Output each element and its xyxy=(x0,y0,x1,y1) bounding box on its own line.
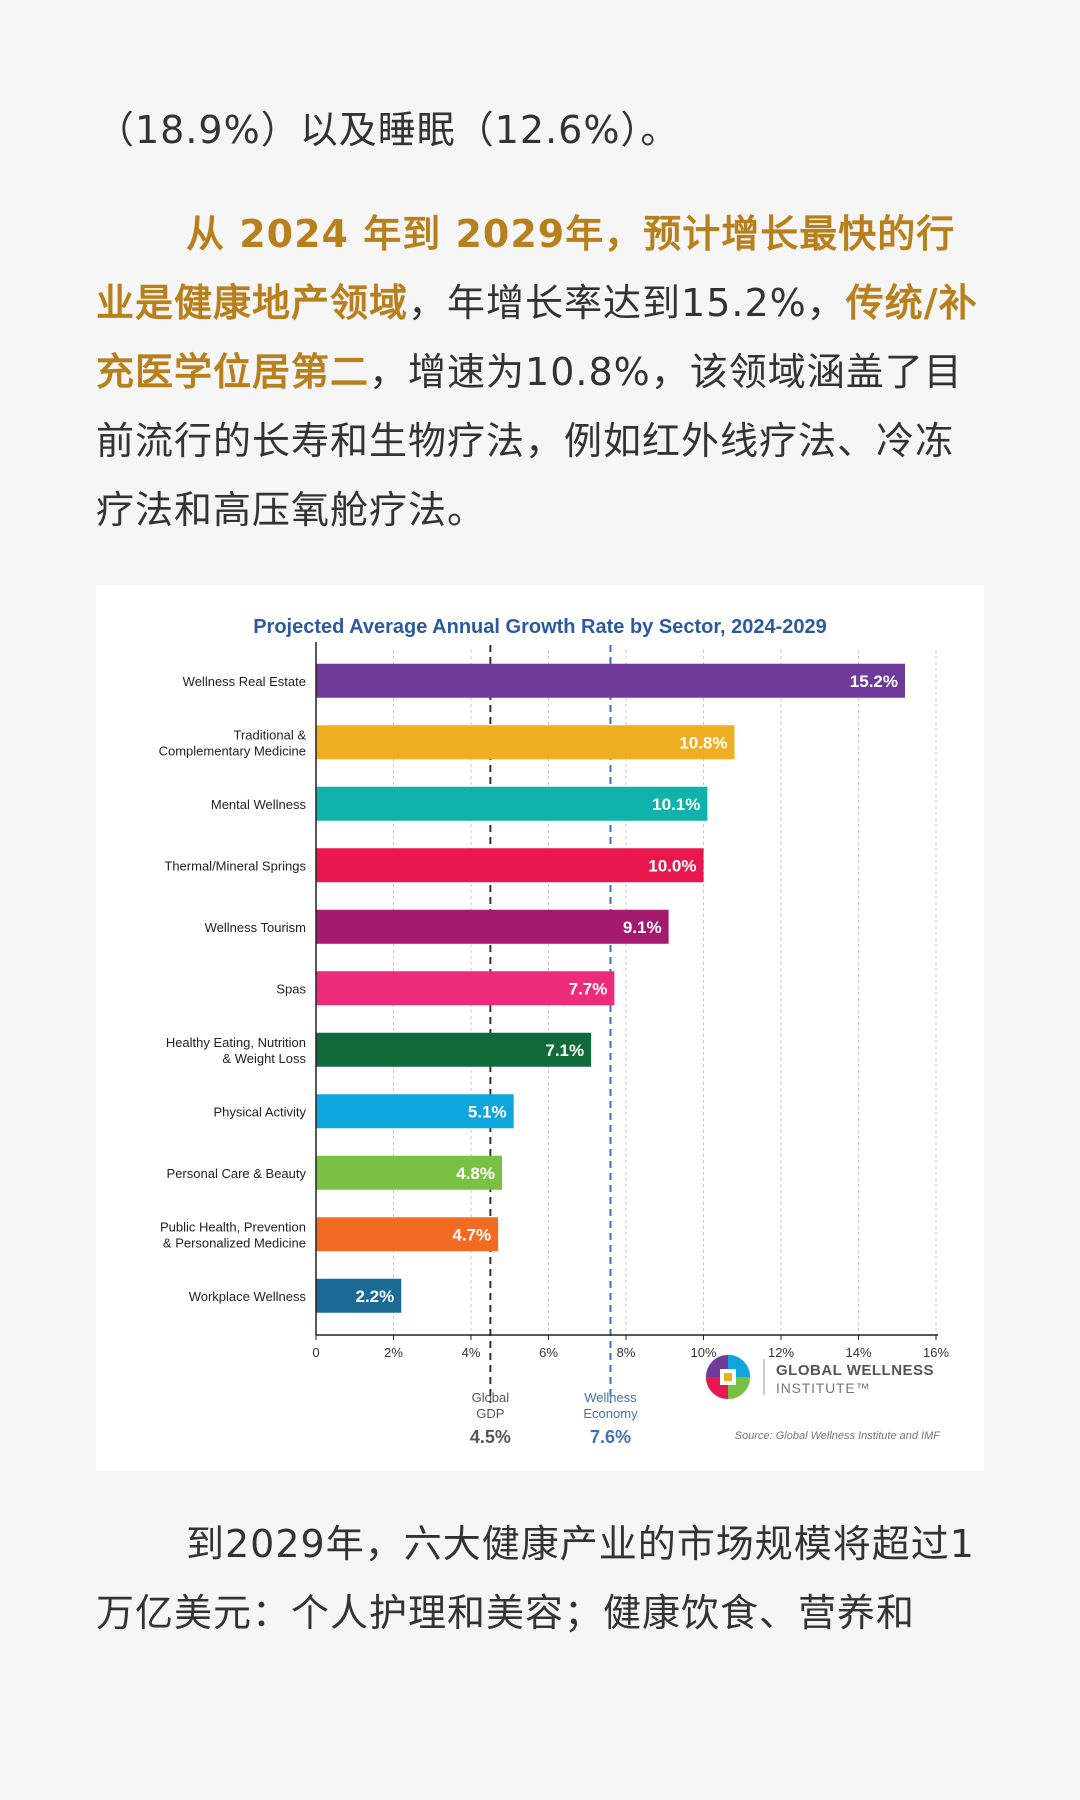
category-label: Workplace Wellness xyxy=(189,1289,307,1304)
x-axis: 0 2% 4% 6% 8% 10% 12% 14% 16% xyxy=(312,642,949,1360)
bar xyxy=(316,1032,592,1067)
category-label-line: Spas xyxy=(276,981,306,996)
paragraph-intro: （18.9%）以及睡眠（12.6%）。 xyxy=(96,96,986,165)
market-text: 到2029年，六大健康产业的市场规模将超过1万亿美元：个人护理和美容；健康饮食、… xyxy=(96,1522,975,1635)
x-tick-label: 8% xyxy=(617,1345,636,1360)
reference-label: Economy xyxy=(583,1406,638,1421)
intro-text: （18.9%）以及睡眠（12.6%）。 xyxy=(96,108,680,152)
bar xyxy=(316,1278,402,1313)
bar-value-label: 7.1% xyxy=(545,1041,584,1060)
logo-text-line1: GLOBAL WELLNESS xyxy=(776,1362,934,1379)
category-label-line: Personal Care & Beauty xyxy=(167,1166,307,1181)
reference-label: Wellness xyxy=(584,1390,637,1405)
category-label-line: Traditional & xyxy=(234,727,307,742)
bar-value-label: 7.7% xyxy=(569,979,608,998)
category-label-line: & Weight Loss xyxy=(222,1051,306,1066)
x-tick-label: 10% xyxy=(690,1345,716,1360)
category-label: Mental Wellness xyxy=(211,797,307,812)
bar-value-label: 2.2% xyxy=(356,1287,395,1306)
x-tick-label: 14% xyxy=(845,1345,871,1360)
reference-label: GDP xyxy=(476,1406,504,1421)
x-tick-label: 4% xyxy=(462,1345,481,1360)
category-label: Physical Activity xyxy=(214,1104,307,1119)
category-label-line: Healthy Eating, Nutrition xyxy=(166,1035,306,1050)
bar-value-label: 10.1% xyxy=(652,795,700,814)
gwi-logo xyxy=(705,1354,751,1400)
bar xyxy=(316,663,905,698)
bar-value-label: 10.8% xyxy=(679,733,727,752)
bar-value-label: 5.1% xyxy=(468,1102,507,1121)
x-tick-label: 12% xyxy=(768,1345,794,1360)
bar xyxy=(316,909,669,944)
bar-value-label: 4.8% xyxy=(456,1164,495,1183)
chart-figure: Projected Average Annual Growth Rate by … xyxy=(96,585,984,1471)
category-label-line: Workplace Wellness xyxy=(189,1289,307,1304)
x-tick-label: 6% xyxy=(539,1345,558,1360)
category-label: Healthy Eating, Nutrition & Weight Loss xyxy=(166,1035,307,1066)
x-tick-label: 16% xyxy=(923,1345,949,1360)
bar-value-label: 10.0% xyxy=(648,856,696,875)
category-label: Traditional & Complementary Medicine xyxy=(159,727,307,758)
category-label: Wellness Real Estate xyxy=(183,674,306,689)
category-label-line: Physical Activity xyxy=(214,1104,307,1119)
category-label-line: Mental Wellness xyxy=(211,797,307,812)
bars: 15.2% Wellness Real Estate 10.8% Traditiona… xyxy=(159,663,905,1313)
highlight-real-estate: 从 2024 年到 2029年，预计增长最快的行业是健康地产领域 xyxy=(96,212,956,325)
bar-value-label: 4.7% xyxy=(452,1225,491,1244)
paragraph-growth: 从 2024 年到 2029年，预计增长最快的行业是健康地产领域，年增长率达到1… xyxy=(96,200,986,545)
growth-text-1: ，年增长率达到15.2%， xyxy=(408,281,846,325)
category-label-line: Wellness Real Estate xyxy=(183,674,306,689)
category-label-line: Thermal/Mineral Springs xyxy=(164,858,306,873)
category-label-line: & Personalized Medicine xyxy=(163,1235,306,1250)
category-label-line: Public Health, Prevention xyxy=(160,1219,306,1234)
category-label: Public Health, Prevention & Personalized … xyxy=(160,1219,306,1250)
category-label-line: Complementary Medicine xyxy=(159,743,306,758)
paragraph-market: 到2029年，六大健康产业的市场规模将超过1万亿美元：个人护理和美容；健康饮食、… xyxy=(96,1510,986,1648)
highlight-traditional-medicine: 传统/补充医学位居第二 xyxy=(96,281,978,394)
logo-text-line2: INSTITUTE™ xyxy=(776,1380,870,1396)
bar-value-label: 15.2% xyxy=(850,672,898,691)
growth-text-2: ，增速为10.8%，该领域涵盖了目前流行的长寿和生物疗法，例如红外线疗法、冷冻疗… xyxy=(96,350,963,532)
chart-title: Projected Average Annual Growth Rate by … xyxy=(253,616,827,638)
category-label: Personal Care & Beauty xyxy=(167,1166,307,1181)
reference-label: Global xyxy=(472,1390,510,1405)
bar xyxy=(316,786,708,821)
category-label: Thermal/Mineral Springs xyxy=(164,858,306,873)
x-tick-label: 2% xyxy=(384,1345,403,1360)
bar xyxy=(316,1094,514,1129)
source-note: Source: Global Wellness Institute and IM… xyxy=(735,1430,942,1442)
category-label: Wellness Tourism xyxy=(205,920,306,935)
bar xyxy=(316,1217,499,1252)
growth-chart: Projected Average Annual Growth Rate by … xyxy=(159,616,950,1447)
x-tick-label: 0 xyxy=(312,1345,319,1360)
bar xyxy=(316,971,615,1006)
bar xyxy=(316,848,704,883)
bar xyxy=(316,725,735,760)
bar-value-label: 9.1% xyxy=(623,918,662,937)
reference-value: 7.6% xyxy=(590,1427,631,1447)
reference-value: 4.5% xyxy=(470,1427,511,1447)
category-label-line: Wellness Tourism xyxy=(205,920,306,935)
bar xyxy=(316,1155,502,1190)
category-label: Spas xyxy=(276,981,306,996)
